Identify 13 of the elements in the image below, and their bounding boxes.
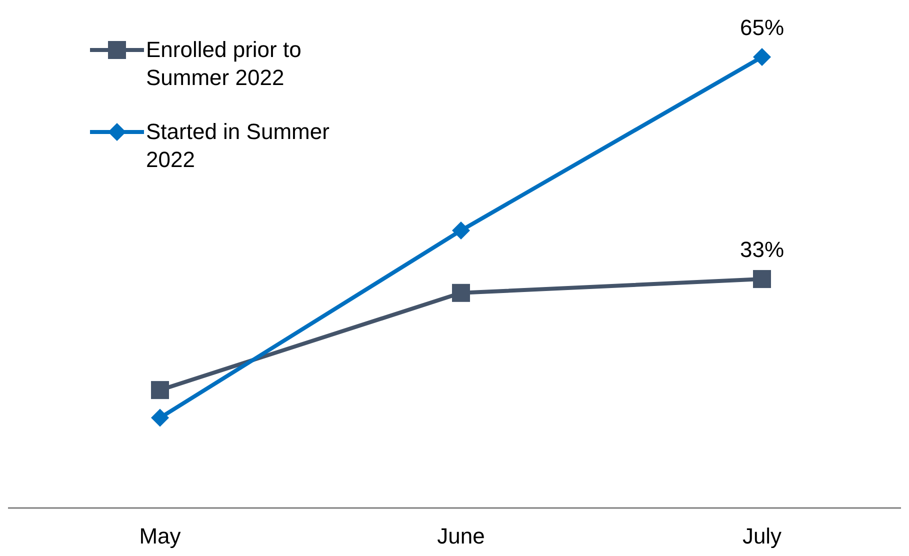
x-tick-label: June	[437, 524, 485, 549]
legend-label: Started in Summer 2022	[146, 118, 330, 174]
data-label: 33%	[740, 237, 784, 262]
x-tick-label: July	[742, 524, 782, 549]
point	[753, 270, 771, 288]
point	[151, 381, 169, 400]
legend-label: Enrolled prior to Summer 2022	[146, 36, 302, 92]
point	[151, 408, 169, 427]
data-label: 65%	[740, 15, 784, 40]
point	[753, 48, 771, 66]
point	[452, 221, 470, 240]
x-tick-label: May	[139, 524, 181, 549]
point	[452, 284, 470, 302]
